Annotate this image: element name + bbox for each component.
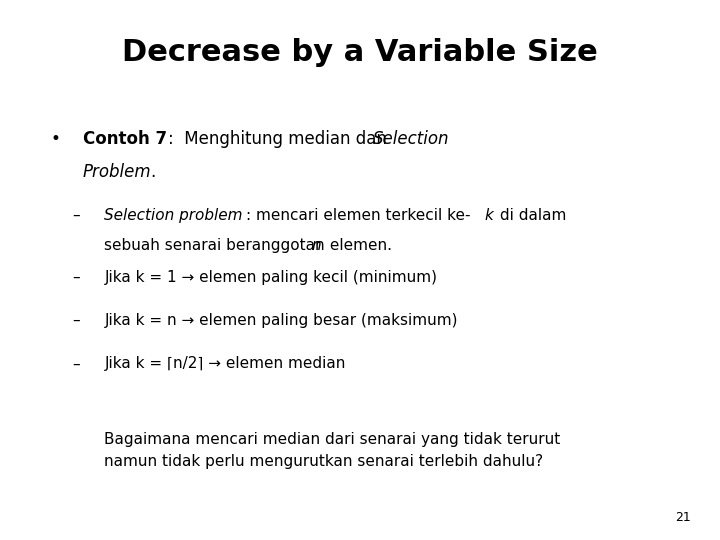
Text: –: –	[72, 313, 80, 328]
Text: Selection: Selection	[373, 130, 449, 147]
Text: Bagaimana mencari median dari senarai yang tidak terurut
namun tidak perlu mengu: Bagaimana mencari median dari senarai ya…	[104, 432, 561, 469]
Text: Contoh 7: Contoh 7	[83, 130, 167, 147]
Text: n: n	[312, 238, 321, 253]
Text: Problem: Problem	[83, 163, 151, 181]
Text: –: –	[72, 270, 80, 285]
Text: Jika k = n → elemen paling besar (maksimum): Jika k = n → elemen paling besar (maksim…	[104, 313, 458, 328]
Text: Decrease by a Variable Size: Decrease by a Variable Size	[122, 38, 598, 67]
Text: Jika k = ⌈n/2⌉ → elemen median: Jika k = ⌈n/2⌉ → elemen median	[104, 356, 346, 372]
Text: •: •	[50, 130, 60, 147]
Text: :  Menghitung median dan: : Menghitung median dan	[168, 130, 387, 147]
Text: : mencari elemen terkecil ke-: : mencari elemen terkecil ke-	[246, 208, 470, 223]
Text: –: –	[72, 356, 80, 372]
Text: –: –	[72, 208, 80, 223]
Text: Selection problem: Selection problem	[104, 208, 243, 223]
Text: sebuah senarai beranggotan: sebuah senarai beranggotan	[104, 238, 325, 253]
Text: k: k	[485, 208, 493, 223]
Text: 21: 21	[675, 511, 691, 524]
Text: di dalam: di dalam	[495, 208, 567, 223]
Text: elemen.: elemen.	[325, 238, 392, 253]
Text: Jika k = 1 → elemen paling kecil (minimum): Jika k = 1 → elemen paling kecil (minimu…	[104, 270, 438, 285]
Text: .: .	[150, 163, 156, 181]
